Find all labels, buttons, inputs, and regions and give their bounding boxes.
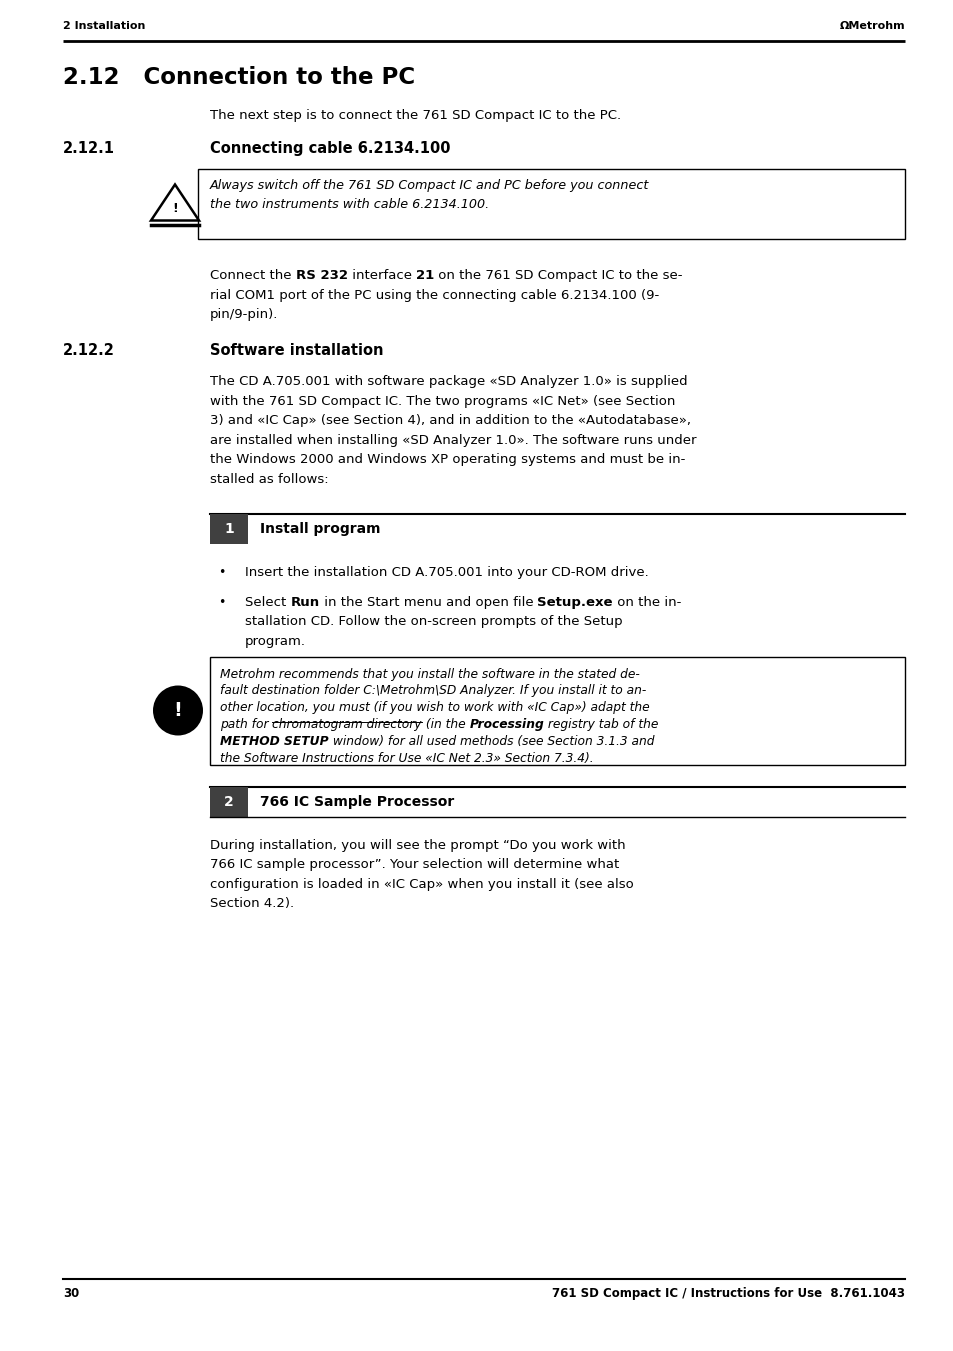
- Text: window) for all used methods (see Section 3.1.3 and: window) for all used methods (see Sectio…: [328, 735, 654, 747]
- Text: 30: 30: [63, 1288, 79, 1300]
- FancyBboxPatch shape: [210, 786, 248, 816]
- Text: 1: 1: [224, 521, 233, 536]
- Text: The CD A.705.001 with software package «SD Analyzer 1.0» is supplied: The CD A.705.001 with software package «…: [210, 376, 687, 388]
- Text: fault destination folder C:\Metrohm\SD Analyzer. If you install it to an-: fault destination folder C:\Metrohm\SD A…: [220, 685, 645, 697]
- Text: rial COM1 port of the PC using the connecting cable 6.2134.100 (9-: rial COM1 port of the PC using the conne…: [210, 289, 659, 301]
- Text: Section 4.2).: Section 4.2).: [210, 897, 294, 911]
- Text: During installation, you will see the prompt “Do you work with: During installation, you will see the pr…: [210, 839, 625, 851]
- Text: (in the: (in the: [421, 717, 469, 731]
- Text: Metrohm recommends that you install the software in the stated de-: Metrohm recommends that you install the …: [220, 667, 639, 681]
- FancyBboxPatch shape: [210, 657, 904, 765]
- Text: 2 Installation: 2 Installation: [63, 22, 145, 31]
- Text: on the in-: on the in-: [613, 596, 680, 608]
- Text: 21: 21: [416, 269, 434, 282]
- Circle shape: [152, 685, 203, 735]
- Text: 2.12.2: 2.12.2: [63, 343, 114, 358]
- Text: Setup.exe: Setup.exe: [537, 596, 613, 608]
- Text: Select: Select: [245, 596, 291, 608]
- Text: •: •: [218, 566, 225, 580]
- Text: 761 SD Compact IC / Instructions for Use  8.761.1043: 761 SD Compact IC / Instructions for Use…: [552, 1288, 904, 1300]
- Text: !: !: [173, 701, 182, 720]
- Text: the Windows 2000 and Windows XP operating systems and must be in-: the Windows 2000 and Windows XP operatin…: [210, 453, 684, 466]
- Text: ΩMetrohm: ΩMetrohm: [839, 22, 904, 31]
- Text: 3) and «IC Cap» (see Section 4), and in addition to the «Autodatabase»,: 3) and «IC Cap» (see Section 4), and in …: [210, 413, 690, 427]
- Text: the two instruments with cable 6.2134.100.: the two instruments with cable 6.2134.10…: [210, 199, 489, 212]
- Text: registry tab of the: registry tab of the: [543, 717, 658, 731]
- FancyBboxPatch shape: [198, 169, 904, 239]
- Text: METHOD SETUP: METHOD SETUP: [220, 735, 328, 747]
- Text: Run: Run: [291, 596, 319, 608]
- Text: with the 761 SD Compact IC. The two programs «IC Net» (see Section: with the 761 SD Compact IC. The two prog…: [210, 394, 675, 408]
- Text: Always switch off the 761 SD Compact IC and PC before you connect: Always switch off the 761 SD Compact IC …: [210, 178, 649, 192]
- Text: Processing: Processing: [469, 717, 543, 731]
- Text: on the 761 SD Compact IC to the se-: on the 761 SD Compact IC to the se-: [434, 269, 682, 282]
- Text: program.: program.: [245, 635, 306, 647]
- FancyBboxPatch shape: [210, 513, 248, 544]
- Text: Install program: Install program: [260, 521, 380, 536]
- Text: stalled as follows:: stalled as follows:: [210, 473, 328, 485]
- Text: stallation CD. Follow the on-screen prompts of the Setup: stallation CD. Follow the on-screen prom…: [245, 615, 622, 628]
- Text: configuration is loaded in «IC Cap» when you install it (see also: configuration is loaded in «IC Cap» when…: [210, 878, 633, 890]
- Text: path for: path for: [220, 717, 273, 731]
- Text: 766 IC Sample Processor: 766 IC Sample Processor: [260, 794, 454, 808]
- Text: Software installation: Software installation: [210, 343, 383, 358]
- Text: 2: 2: [224, 794, 233, 808]
- Text: Insert the installation CD A.705.001 into your CD-ROM drive.: Insert the installation CD A.705.001 int…: [245, 566, 648, 580]
- Text: •: •: [218, 596, 225, 608]
- Text: 2.12.1: 2.12.1: [63, 141, 115, 155]
- Text: The next step is to connect the 761 SD Compact IC to the PC.: The next step is to connect the 761 SD C…: [210, 109, 620, 122]
- Text: !: !: [172, 201, 177, 215]
- Text: RS 232: RS 232: [295, 269, 348, 282]
- Text: 766 IC sample processor”. Your selection will determine what: 766 IC sample processor”. Your selection…: [210, 858, 618, 871]
- Text: the Software Instructions for Use «IC Net 2.3» Section 7.3.4).: the Software Instructions for Use «IC Ne…: [220, 751, 593, 765]
- Text: in the Start menu and open file: in the Start menu and open file: [319, 596, 537, 608]
- Text: are installed when installing «SD Analyzer 1.0». The software runs under: are installed when installing «SD Analyz…: [210, 434, 696, 446]
- Text: interface: interface: [348, 269, 416, 282]
- Text: chromatogram directory: chromatogram directory: [273, 717, 421, 731]
- Text: Connect the: Connect the: [210, 269, 295, 282]
- Text: other location, you must (if you wish to work with «IC Cap») adapt the: other location, you must (if you wish to…: [220, 701, 649, 715]
- Text: pin/9-pin).: pin/9-pin).: [210, 308, 278, 322]
- Text: Connecting cable 6.2134.100: Connecting cable 6.2134.100: [210, 141, 450, 155]
- Text: 2.12   Connection to the PC: 2.12 Connection to the PC: [63, 66, 415, 89]
